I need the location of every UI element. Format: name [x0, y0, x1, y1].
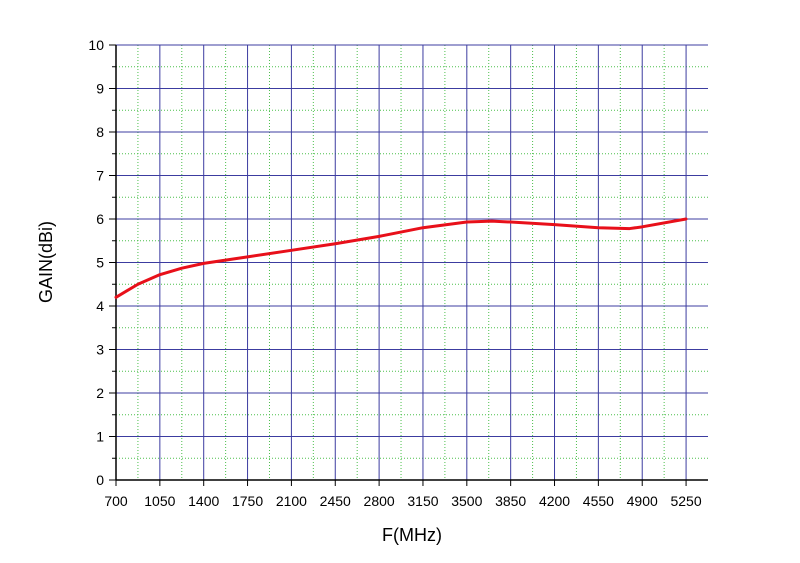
y-tick-label: 10: [88, 37, 104, 53]
x-tick-label: 4550: [583, 493, 614, 509]
y-tick-label: 3: [96, 342, 104, 358]
y-tick-label: 0: [96, 472, 104, 488]
x-tick-label: 3150: [407, 493, 438, 509]
x-tick-label: 1400: [188, 493, 219, 509]
y-tick-label: 7: [96, 168, 104, 184]
x-tick-label: 700: [104, 493, 128, 509]
y-tick-label: 2: [96, 385, 104, 401]
x-tick-label: 1050: [144, 493, 175, 509]
y-tick-label: 9: [96, 81, 104, 97]
x-tick-label: 4200: [539, 493, 570, 509]
y-tick-label: 5: [96, 255, 104, 271]
x-tick-label: 3500: [451, 493, 482, 509]
x-tick-label: 4900: [627, 493, 658, 509]
y-axis-label: GAIN(dBi): [36, 221, 56, 303]
data-line: [114, 217, 688, 299]
x-tick-label: 2800: [364, 493, 395, 509]
y-tick-label: 8: [96, 124, 104, 140]
y-tick-label: 1: [96, 429, 104, 445]
x-tick-label: 5250: [670, 493, 701, 509]
x-tick-label: 2450: [320, 493, 351, 509]
x-tick-label: 1750: [232, 493, 263, 509]
x-tick-label: 2100: [276, 493, 307, 509]
x-axis-label: F(MHz): [382, 525, 442, 545]
y-tick-label: 4: [96, 298, 104, 314]
y-tick-label: 6: [96, 211, 104, 227]
x-tick-label: 3850: [495, 493, 526, 509]
